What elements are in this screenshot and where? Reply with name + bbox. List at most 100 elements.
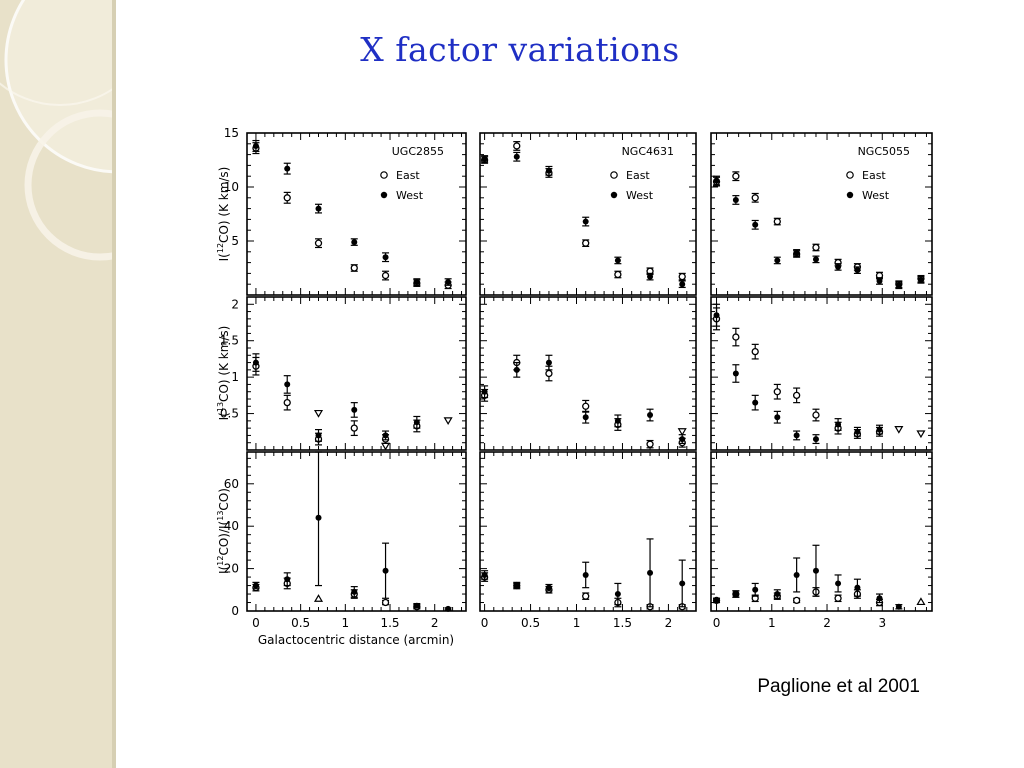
panel-ngc4631-row0: NGC4631 East West bbox=[479, 132, 697, 296]
west-point bbox=[713, 177, 720, 184]
west-point bbox=[774, 414, 781, 421]
east-point bbox=[646, 440, 654, 448]
east-point bbox=[582, 592, 590, 600]
east-point bbox=[283, 194, 291, 202]
y-axis-label-row1: I(13CO) (K km/s) bbox=[216, 326, 231, 421]
x-tick-label: 2 bbox=[665, 616, 673, 630]
west-point bbox=[876, 277, 883, 284]
east-point bbox=[545, 369, 553, 378]
panel-ngc4631-row2: 0 0.5 1 1.5 2 bbox=[479, 451, 697, 630]
west-point bbox=[732, 196, 739, 203]
west-point bbox=[854, 267, 861, 274]
west-point bbox=[732, 591, 739, 598]
west-point bbox=[917, 276, 924, 283]
west-point bbox=[582, 571, 589, 578]
west-point bbox=[647, 412, 654, 419]
x-tick-label: 0.5 bbox=[291, 616, 310, 630]
west-point bbox=[752, 221, 759, 228]
upper-limit-marker bbox=[313, 409, 324, 418]
east-point bbox=[614, 270, 622, 279]
y-tick-label: 2 bbox=[231, 297, 239, 311]
west-point bbox=[513, 582, 520, 589]
x-tick-label: 0 bbox=[481, 616, 489, 630]
west-point bbox=[315, 205, 322, 212]
upper-limit-marker bbox=[443, 417, 453, 426]
east-point bbox=[283, 398, 291, 407]
west-point bbox=[614, 591, 621, 598]
west-point bbox=[793, 571, 800, 578]
legend-marker-west bbox=[610, 191, 618, 199]
west-point bbox=[351, 406, 358, 413]
west-point bbox=[481, 155, 488, 162]
west-point bbox=[614, 417, 621, 424]
x-tick-label: 0 bbox=[252, 616, 260, 630]
y-axis-label-row2: I(12CO)/I(13CO) bbox=[216, 488, 231, 574]
east-point bbox=[350, 264, 358, 272]
west-point bbox=[647, 569, 654, 576]
west-point bbox=[481, 571, 488, 578]
y-tick-label: 0 bbox=[231, 604, 239, 618]
west-point bbox=[351, 588, 358, 595]
west-point bbox=[513, 366, 520, 373]
west-point bbox=[732, 370, 739, 377]
west-point bbox=[679, 281, 686, 288]
panel-frame bbox=[479, 132, 697, 296]
legend-entry-west: West bbox=[862, 189, 890, 202]
west-point bbox=[812, 256, 819, 263]
west-point bbox=[835, 580, 842, 587]
legend-marker-east bbox=[380, 171, 388, 179]
upper-limit-marker bbox=[916, 430, 926, 439]
x-tick-label: 1 bbox=[768, 616, 776, 630]
west-point bbox=[793, 249, 800, 256]
x-axis-label: Galactocentric distance (arcmin) bbox=[258, 633, 454, 647]
west-point bbox=[481, 388, 488, 395]
panel-frame bbox=[710, 132, 933, 296]
east-point bbox=[812, 411, 820, 419]
west-point bbox=[351, 239, 358, 246]
east-point bbox=[773, 388, 781, 396]
west-point bbox=[545, 359, 552, 366]
west-point bbox=[545, 584, 552, 591]
panel-frame bbox=[246, 296, 467, 451]
y-axis-label-row0: I(12CO) (K km/s) bbox=[216, 167, 231, 262]
west-point bbox=[413, 279, 420, 286]
west-point bbox=[582, 218, 589, 225]
west-point bbox=[752, 586, 759, 593]
west-point bbox=[876, 595, 883, 602]
x-tick-label: 2 bbox=[431, 616, 439, 630]
west-point bbox=[315, 432, 322, 439]
legend-entry-east: East bbox=[862, 169, 886, 182]
west-point bbox=[793, 432, 800, 439]
west-point bbox=[713, 312, 720, 319]
west-point bbox=[614, 257, 621, 264]
east-point bbox=[678, 272, 686, 281]
panel-frame bbox=[246, 132, 467, 296]
west-point bbox=[895, 282, 902, 289]
east-point bbox=[314, 239, 323, 247]
west-point bbox=[545, 167, 552, 174]
lower-limit-marker bbox=[313, 594, 324, 602]
y-tick-label: 1.5 bbox=[220, 334, 239, 348]
citation-text: Paglione et al 2001 bbox=[757, 676, 920, 697]
panel-frame bbox=[710, 451, 933, 612]
east-point bbox=[732, 333, 740, 341]
legend-entry-west: West bbox=[626, 189, 654, 202]
west-point bbox=[679, 436, 686, 443]
east-point bbox=[732, 172, 740, 180]
west-point bbox=[445, 605, 452, 612]
x-tick-label: 3 bbox=[878, 616, 886, 630]
west-point bbox=[812, 567, 819, 574]
east-point bbox=[582, 239, 590, 247]
x-tick-label: 1.5 bbox=[380, 616, 399, 630]
figure-panel-grid: 5 10 15 UGC2855 East West NGC4631 East West NGC50… bbox=[150, 120, 950, 654]
west-point bbox=[835, 421, 842, 428]
panel-ngc5055-row2: 0 1 2 3 bbox=[710, 451, 933, 630]
west-point bbox=[647, 273, 654, 280]
y-tick-label: 0.5 bbox=[220, 407, 239, 421]
west-point bbox=[812, 436, 819, 443]
west-point bbox=[284, 576, 291, 583]
panel-title: UGC2855 bbox=[392, 145, 444, 158]
sidebar-divider bbox=[112, 0, 116, 768]
panel-title: NGC5055 bbox=[858, 145, 910, 158]
west-point bbox=[315, 514, 322, 521]
